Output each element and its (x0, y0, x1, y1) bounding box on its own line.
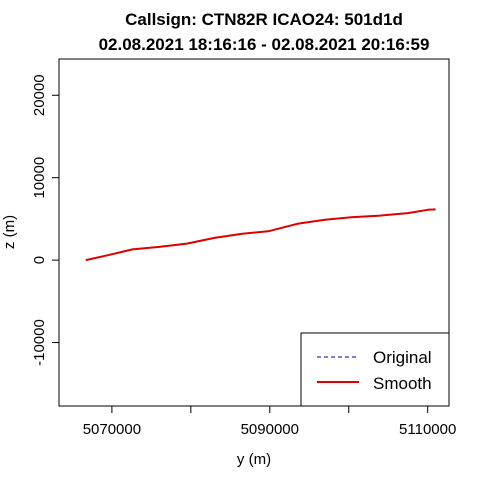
series-line-original (85, 208, 436, 261)
y-tick-label: 20000 (31, 74, 48, 116)
chart-title-line2: 02.08.2021 18:16:16 - 02.08.2021 20:16:5… (99, 35, 430, 54)
x-tick-label: 5110000 (399, 421, 456, 438)
legend-label-smooth: Smooth (373, 374, 432, 393)
legend: Original Smooth (300, 332, 450, 407)
y-axis-label: z (m) (1, 215, 18, 249)
legend-label-original: Original (373, 348, 432, 367)
y-tick-label: -10000 (31, 319, 48, 366)
y-axis: -10000 0 10000 20000 (31, 74, 59, 366)
chart-title-line1: Callsign: CTN82R ICAO24: 501d1d (125, 10, 403, 29)
series-line-smooth (85, 208, 436, 262)
plot-box (58, 58, 450, 407)
x-tick-label: 5070000 (83, 421, 141, 438)
x-axis-label: y (m) (237, 451, 271, 468)
x-axis: 5070000 5090000 5110000 (83, 406, 456, 438)
series-layer (85, 208, 436, 262)
y-tick-label: 0 (31, 256, 48, 264)
x-tick-label: 5090000 (241, 421, 299, 438)
legend-box (300, 332, 450, 407)
y-tick-label: 10000 (31, 157, 48, 199)
